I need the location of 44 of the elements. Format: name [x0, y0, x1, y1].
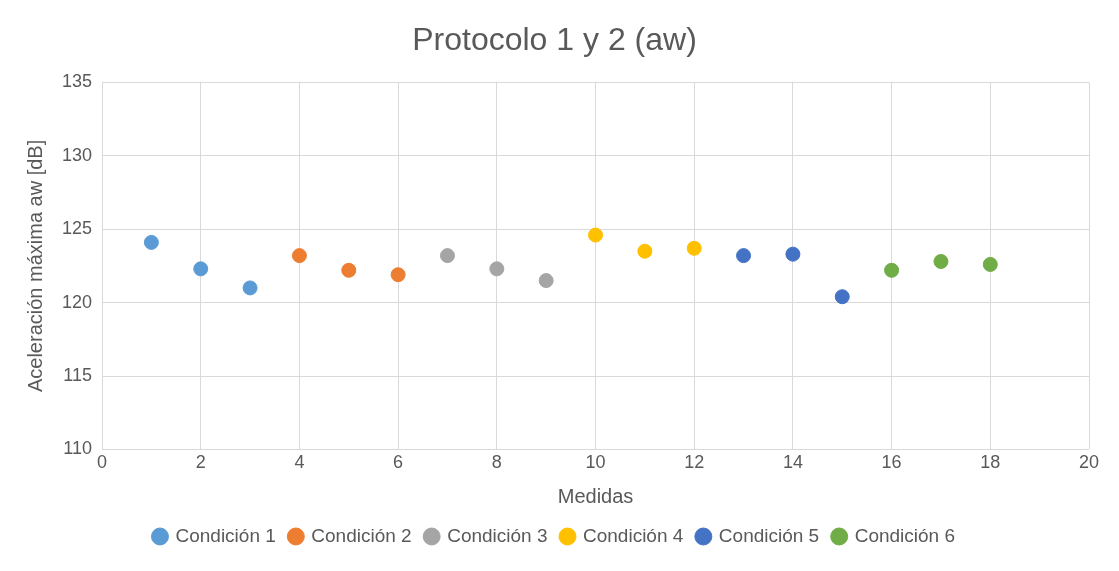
- point: [933, 254, 949, 269]
- legend-label: Condición 2: [311, 524, 412, 546]
- point: [686, 240, 702, 256]
- point: [291, 248, 307, 264]
- x-tick-label: 20: [1078, 452, 1100, 473]
- point: [834, 289, 850, 305]
- x-tick-label: 8: [491, 452, 502, 473]
- point: [242, 280, 258, 296]
- x-tick-label: 16: [881, 452, 902, 473]
- point: [588, 227, 604, 243]
- point: [637, 243, 653, 259]
- x-axis-title: Medidas: [557, 484, 634, 507]
- point: [884, 262, 900, 278]
- legend-label: Condición 1: [175, 524, 276, 546]
- legend-label: Condición 3: [447, 524, 548, 546]
- point: [785, 246, 801, 262]
- y-tick-label: 120: [61, 291, 93, 312]
- x-tick-label: 12: [684, 452, 705, 473]
- x-tick-label: 0: [97, 452, 108, 473]
- legend-label: Condición 4: [583, 524, 684, 546]
- legend-label: Condición 6: [854, 524, 956, 546]
- point: [193, 261, 209, 277]
- x-tick-label: 14: [782, 452, 803, 473]
- y-tick-label: 135: [61, 71, 93, 92]
- point: [390, 267, 406, 283]
- point: [143, 234, 159, 250]
- point: [736, 248, 752, 264]
- x-tick-label: 18: [980, 452, 1001, 473]
- y-tick-label: 125: [61, 218, 93, 239]
- x-tick-label: 10: [585, 452, 606, 473]
- point: [538, 273, 554, 289]
- chart-title: Protocolo 1 y 2 (aw): [412, 21, 697, 58]
- point: [341, 262, 357, 278]
- point: [489, 261, 505, 277]
- x-tick-label: 6: [393, 452, 404, 473]
- point: [982, 256, 998, 272]
- point: [439, 248, 455, 264]
- y-tick-label: 110: [63, 438, 93, 459]
- y-axis-title: Aceleración máxima aw [dB]: [23, 139, 46, 393]
- y-tick-label: 115: [63, 364, 93, 385]
- x-tick-label: 2: [195, 452, 206, 473]
- legend-label: Condición 5: [718, 524, 820, 546]
- x-tick-label: 4: [294, 452, 305, 473]
- y-tick-label: 130: [61, 144, 93, 165]
